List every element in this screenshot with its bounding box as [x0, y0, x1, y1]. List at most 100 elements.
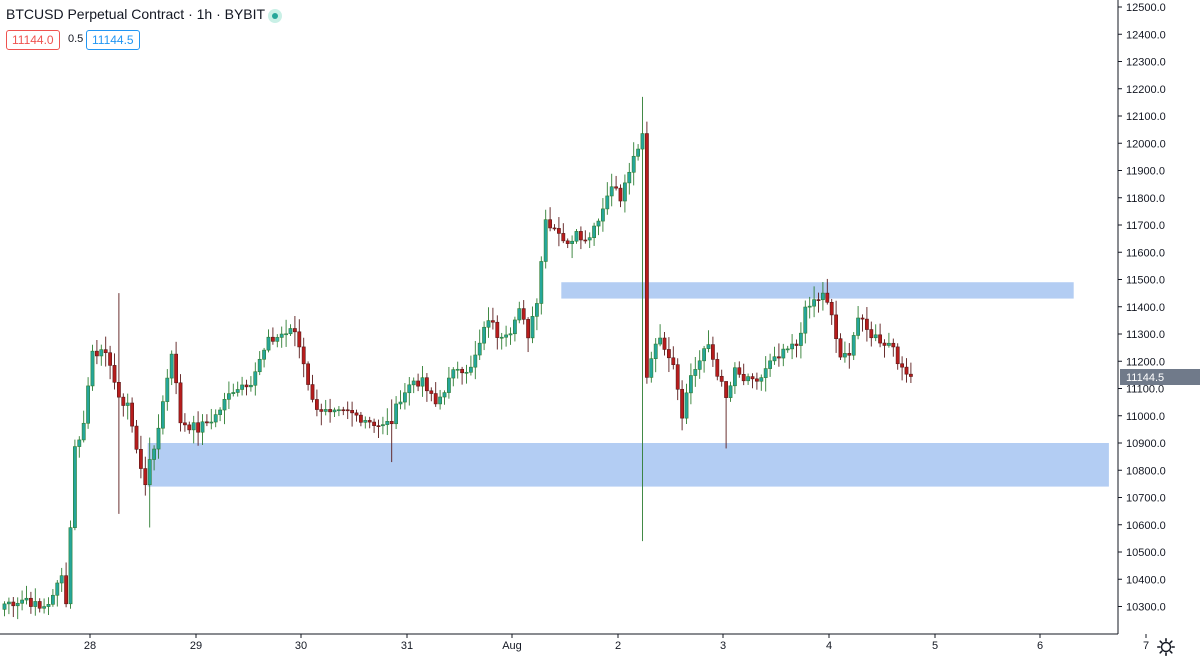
candle-body	[345, 409, 350, 412]
time-tick-label: 2	[615, 640, 621, 652]
candle-down	[495, 315, 500, 350]
candle-body	[143, 468, 148, 486]
candle-down	[306, 361, 311, 391]
candle-up	[394, 396, 399, 430]
candle-down	[847, 343, 852, 369]
candle-body	[653, 343, 658, 359]
candle-up	[649, 351, 654, 383]
candle-up	[803, 300, 808, 344]
candle-body	[737, 367, 742, 375]
candle-up	[438, 389, 443, 410]
candle-up	[684, 383, 689, 424]
candle-body	[746, 376, 751, 382]
candle-body	[262, 349, 267, 360]
candle-body	[583, 239, 588, 242]
candle-body	[196, 422, 201, 433]
candle-body	[587, 237, 592, 241]
candle-up	[732, 362, 737, 394]
candle-body	[794, 343, 799, 346]
candle-up	[508, 327, 513, 345]
candle-down	[719, 369, 724, 387]
candle-body	[719, 375, 724, 382]
candle-body	[350, 410, 355, 414]
candle-body	[279, 333, 284, 338]
candle-down	[904, 358, 909, 383]
candle-body	[323, 409, 328, 412]
symbol-title[interactable]: BTCUSD Perpetual Contract · 1h · BYBIT	[6, 6, 266, 22]
candle-body	[389, 421, 394, 425]
candle-body	[407, 384, 412, 394]
candle-body	[680, 388, 685, 419]
candle-up	[86, 377, 91, 429]
candle-up	[486, 307, 491, 338]
candle-body	[218, 409, 223, 415]
candle-body	[666, 349, 671, 359]
candle-body	[759, 377, 764, 382]
candle-body	[829, 302, 834, 316]
candle-body	[37, 601, 42, 609]
candle-body	[213, 414, 218, 423]
candle-down	[187, 421, 192, 434]
candle-up	[231, 383, 236, 397]
support-zone[interactable]	[147, 443, 1109, 487]
candle-down	[112, 353, 117, 390]
price-tick-label: 11100.0	[1126, 384, 1164, 396]
candle-down	[864, 307, 869, 342]
candle-body	[464, 371, 469, 374]
candle-up	[504, 325, 509, 347]
candle-up	[152, 445, 157, 471]
candle-body	[205, 421, 209, 424]
price-tick-label: 12400.0	[1126, 29, 1166, 41]
bid-price-box[interactable]: 11144.0	[6, 30, 60, 50]
candle-up	[785, 345, 790, 353]
candle-body	[908, 373, 913, 377]
time-tick-label: 29	[190, 640, 202, 652]
candle-body	[376, 425, 381, 427]
candle-up	[455, 361, 460, 379]
candle-body	[24, 597, 29, 601]
candle-body	[7, 601, 11, 605]
candle-body	[33, 601, 38, 607]
candle-body	[732, 367, 737, 387]
candle-body	[521, 308, 526, 320]
candle-body	[103, 349, 108, 354]
candle-down	[416, 373, 421, 392]
candle-down	[433, 382, 438, 407]
candle-up	[169, 350, 174, 386]
last-price-bg	[1120, 369, 1200, 385]
candle-down	[860, 314, 865, 332]
candle-body	[174, 353, 179, 384]
candle-body	[842, 353, 847, 358]
candle-body	[728, 385, 733, 398]
candle-body	[715, 359, 720, 377]
candle-up	[77, 436, 82, 458]
candle-body	[73, 446, 77, 528]
candle-down	[776, 343, 781, 367]
candle-body	[578, 231, 583, 241]
candle-up	[68, 520, 73, 609]
candle-body	[380, 424, 385, 427]
price-tick-label: 10900.0	[1126, 438, 1166, 450]
ask-price-box[interactable]: 11144.5	[86, 30, 140, 50]
candle-up	[50, 589, 55, 607]
candle-body	[183, 422, 187, 426]
resistance-zone[interactable]	[561, 282, 1074, 299]
candle-down	[794, 339, 799, 358]
price-tick-label: 12000.0	[1126, 138, 1166, 150]
price-tick-label: 11700.0	[1126, 220, 1165, 232]
candle-body	[165, 377, 170, 402]
time-tick-label: 30	[295, 640, 307, 652]
candle-up	[530, 306, 535, 344]
candle-body	[275, 337, 280, 342]
time-tick-label: 6	[1037, 640, 1043, 652]
candle-body	[108, 352, 113, 366]
candle-up	[257, 351, 262, 376]
gear-icon[interactable]	[1157, 638, 1175, 656]
price-tick-label: 11500.0	[1126, 275, 1165, 287]
candle-body	[473, 354, 478, 368]
candle-body	[95, 350, 99, 357]
candle-body	[112, 365, 117, 383]
candle-body	[81, 422, 86, 441]
candle-body	[530, 316, 535, 339]
